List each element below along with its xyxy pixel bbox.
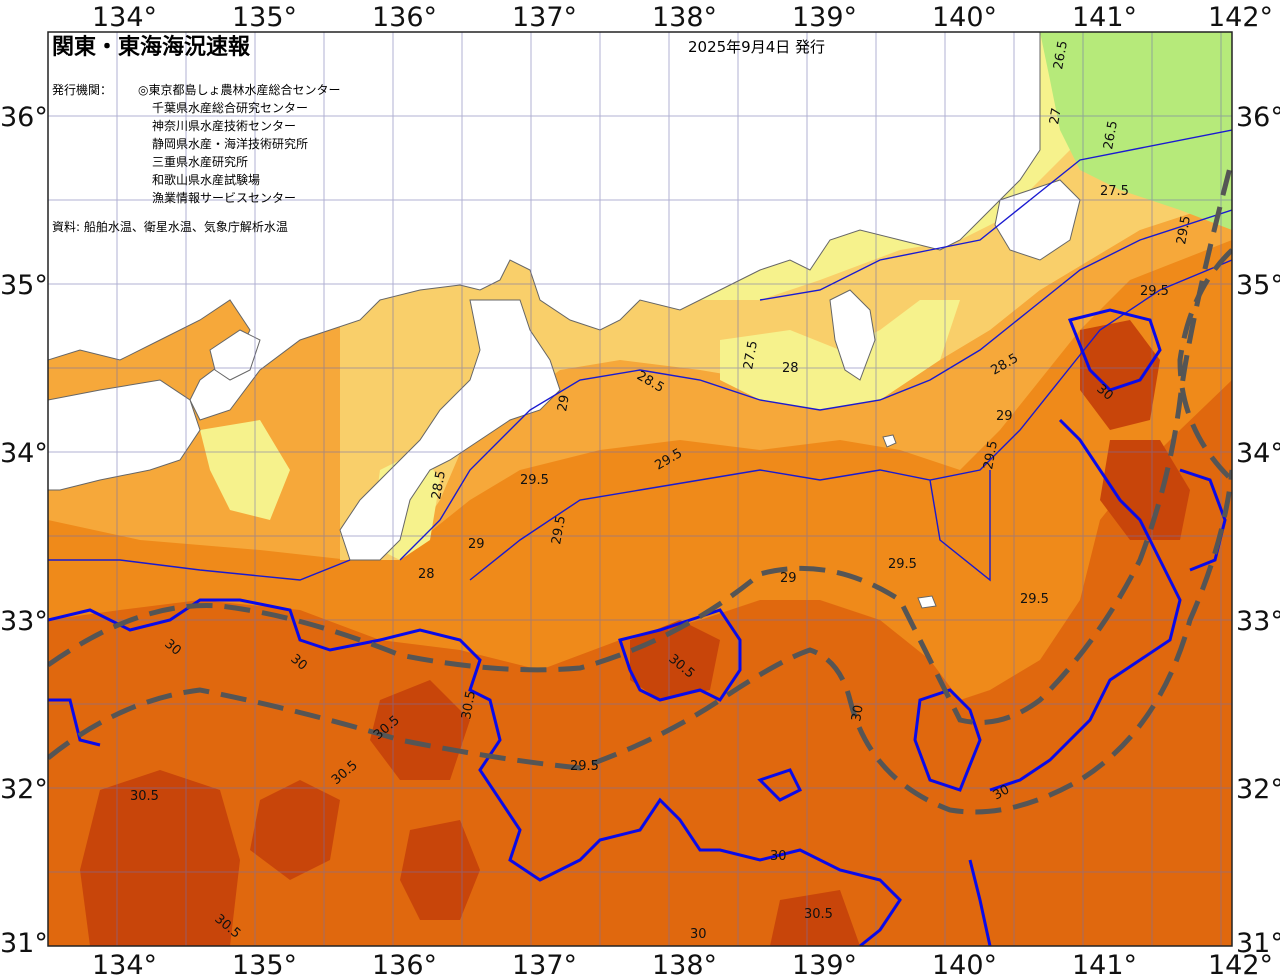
lon-label: 142° bbox=[1208, 950, 1273, 980]
lat-label: 34° bbox=[1236, 438, 1280, 469]
lat-label: 31° bbox=[0, 928, 48, 959]
lon-label: 140° bbox=[932, 950, 997, 980]
sea-zone-30-5 bbox=[80, 320, 1190, 946]
lon-label: 137° bbox=[512, 2, 577, 33]
lon-label: 141° bbox=[1072, 950, 1137, 980]
issuer-item: 神奈川県水産技術センター bbox=[152, 118, 296, 133]
isotherm-value-label: 29.5 bbox=[888, 557, 917, 572]
lon-label: 139° bbox=[792, 950, 857, 980]
lon-label: 140° bbox=[932, 2, 997, 33]
isotherm-value-label: 27 bbox=[1047, 107, 1065, 126]
issuer-item: 千葉県水産総合研究センター bbox=[152, 100, 308, 115]
isotherm-value-label: 30 bbox=[991, 782, 1013, 803]
isotherm-value-label: 29.5 bbox=[1140, 284, 1169, 299]
issuers-block: 発行機関： ◎東京都島しょ農林水産総合センター 千葉県水産総合研究センター 神奈… bbox=[52, 82, 340, 234]
lon-label: 142° bbox=[1208, 2, 1273, 33]
lon-label: 138° bbox=[652, 950, 717, 980]
land-kii-peninsula bbox=[339, 299, 561, 561]
lat-label: 34° bbox=[0, 438, 48, 469]
isotherm-value-label: 29 bbox=[555, 394, 573, 413]
lon-label: 134° bbox=[92, 2, 157, 33]
map-frame bbox=[47, 31, 1233, 947]
isotherm-value-label: 29 bbox=[996, 409, 1013, 424]
lat-label: 33° bbox=[0, 606, 48, 637]
lat-label: 32° bbox=[1236, 774, 1280, 805]
lon-label: 134° bbox=[92, 950, 157, 980]
sea-temperature-field bbox=[48, 32, 1232, 946]
issuers-label: 発行機関： bbox=[52, 82, 112, 97]
issuer-item: 三重県水産研究所 bbox=[152, 154, 248, 169]
lon-label: 139° bbox=[792, 2, 857, 33]
longitude-axis-top: 134° 135° 136° 137° 138° 139° 140° 141° … bbox=[92, 2, 1273, 33]
issuer-item: 漁業情報サービスセンター bbox=[152, 191, 296, 205]
lon-label: 141° bbox=[1072, 2, 1137, 33]
isotherm-value-label: 29.5 bbox=[570, 759, 599, 774]
isotherm-value-label: 27.5 bbox=[741, 340, 761, 371]
latitude-axis-left: 36° 35° 34° 33° 32° 31° bbox=[0, 102, 48, 959]
lat-label: 36° bbox=[0, 102, 48, 133]
isotherm-value-label: 29.5 bbox=[981, 440, 1001, 471]
isotherm-value-label: 29 bbox=[780, 571, 797, 586]
isotherm-value-label: 28.5 bbox=[429, 470, 449, 501]
lat-label: 36° bbox=[1236, 102, 1280, 133]
isotherm-30 bbox=[48, 308, 1227, 946]
lat-label: 32° bbox=[0, 774, 48, 805]
kuroshio-axis bbox=[48, 159, 1232, 815]
map-title: 関東・東海海況速報 bbox=[52, 34, 251, 60]
isotherm-value-label: 30.5 bbox=[804, 907, 833, 922]
isotherm-value-label: 28 bbox=[782, 361, 799, 376]
isotherm-value-label: 30.5 bbox=[459, 690, 479, 721]
lon-label: 135° bbox=[232, 2, 297, 33]
lat-label: 31° bbox=[1236, 928, 1280, 959]
lon-label: 135° bbox=[232, 950, 297, 980]
land-miyake bbox=[917, 595, 937, 609]
graticule bbox=[48, 32, 1232, 946]
isotherm-value-label: 26.5 bbox=[1101, 120, 1121, 151]
land-izu bbox=[829, 289, 876, 381]
isotherm-value-label: 30 bbox=[849, 704, 867, 723]
lon-label: 137° bbox=[512, 950, 577, 980]
land-shikoku bbox=[48, 379, 201, 491]
lon-label: 138° bbox=[652, 2, 717, 33]
land-oshima bbox=[882, 434, 897, 448]
isotherm-value-label: 29.5 bbox=[549, 515, 569, 546]
isotherm-value-label: 26.5 bbox=[1051, 40, 1071, 71]
lat-label: 33° bbox=[1236, 606, 1280, 637]
lon-label: 136° bbox=[372, 2, 437, 33]
issuer-item: 和歌山県水産試験場 bbox=[152, 172, 260, 187]
isotherm-value-label: 29.5 bbox=[520, 473, 549, 488]
issuer-item: ◎東京都島しょ農林水産総合センター bbox=[138, 82, 340, 97]
isotherm-value-label: 30.5 bbox=[130, 789, 159, 804]
isotherm-value-label: 27.5 bbox=[1100, 184, 1129, 199]
isotherm-value-label: 29 bbox=[468, 537, 485, 552]
issuer-item: 静岡県水産・海洋技術研究所 bbox=[152, 136, 308, 151]
sea-zone-26 bbox=[1040, 32, 1232, 230]
data-source: 資料: 船舶水温、衛星水温、気象庁解析水温 bbox=[52, 219, 288, 234]
lat-label: 35° bbox=[0, 270, 48, 301]
land bbox=[48, 32, 1081, 609]
lon-label: 136° bbox=[372, 950, 437, 980]
latitude-axis-right: 36° 35° 34° 33° 32° 31° bbox=[1236, 102, 1280, 959]
longitude-axis-bottom: 134° 135° 136° 137° 138° 139° 140° 141° … bbox=[92, 950, 1273, 980]
isotherm-value-label: 28 bbox=[418, 567, 435, 582]
isotherm-value-label: 30 bbox=[770, 849, 787, 864]
isotherm-value-label: 30 bbox=[690, 927, 707, 942]
isotherm-value-label: 29.5 bbox=[1174, 215, 1194, 246]
isotherms bbox=[48, 129, 1232, 582]
issue-date: 2025年9月4日 発行 bbox=[688, 38, 825, 56]
isotherm-value-label: 29.5 bbox=[1020, 592, 1049, 607]
lat-label: 35° bbox=[1236, 270, 1280, 301]
